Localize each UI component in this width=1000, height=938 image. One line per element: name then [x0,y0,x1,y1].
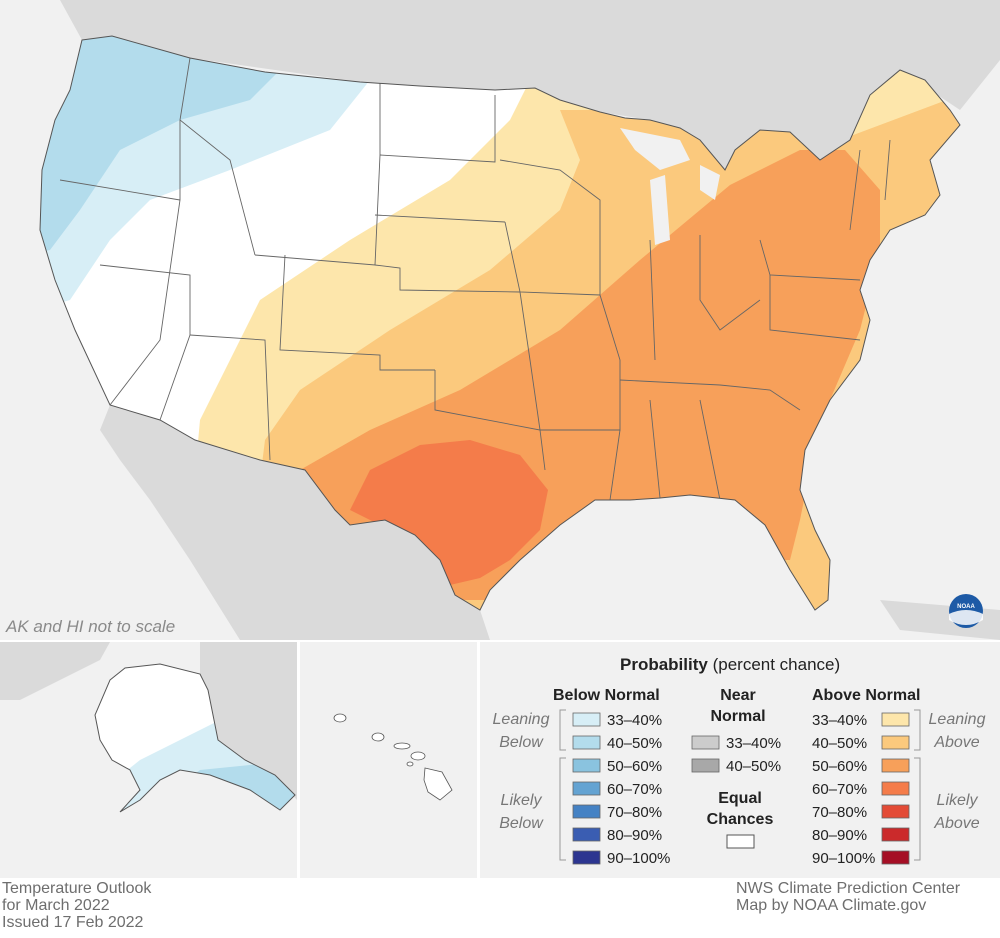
canada-land [0,0,1000,170]
likely-below-label-1: Likely [501,792,543,809]
above-normal-items: 33–40% 40–50% 50–60% 60–70% 70–80% 80–90% 90–1… [812,712,910,867]
below-normal-swatch [572,804,601,819]
above-normal-label: 70–80% [812,804,867,821]
footer-left: Temperature Outlook for March 2022 Issue… [2,880,151,931]
lake-huron [700,165,720,200]
legend-title: Probability (percent chance) [620,655,840,674]
alaska-outline [94,663,296,813]
below-normal-swatch [572,712,601,727]
below-normal-swatch [572,735,601,750]
below-normal-header: Below Normal [553,687,660,704]
above-normal-swatch [881,758,910,773]
likely-above-label-2: Above [933,815,979,832]
mexico-land [100,405,490,640]
leaning-below-label-2: Below [499,734,544,751]
scale-note: AK and HI not to scale [5,617,175,636]
above-normal-label: 40–50% [812,735,867,752]
below-normal-label: 80–90% [607,827,662,844]
legend-brackets [559,709,921,861]
noaa-logo-text: NOAA [957,604,975,610]
near-normal-swatch [691,735,720,750]
above-normal-label: 90–100% [812,850,875,867]
footer-credit-map: Map by NOAA Climate.gov [736,897,927,914]
noaa-logo: NOAA [949,594,983,628]
legend-title-bold: Probability [620,655,708,674]
below-normal-swatch [572,758,601,773]
above-normal-header: Above Normal [812,687,920,704]
below-normal-swatch [572,781,601,796]
lake-michigan [650,175,670,245]
lake-superior [620,128,690,170]
state-borders [59,57,891,501]
below-normal-swatch [572,850,601,865]
above-normal-swatch [881,735,910,750]
above-normal-label: 33–40% [812,712,867,729]
below-normal-label: 40–50% [607,735,662,752]
above-normal-swatch [881,712,910,727]
equal-chances-label-2: Chances [707,811,774,828]
footer-issued-date: Issued 17 Feb 2022 [2,914,144,931]
above-normal-swatch [881,804,910,819]
footer-outlook-title: Temperature Outlook [2,880,152,897]
below-normal-label: 50–60% [607,758,662,775]
near-normal-swatch [691,758,720,773]
legend-title-rest: (percent chance) [713,655,841,674]
footer-outlook-period: for March 2022 [2,897,110,914]
above-normal-swatch [881,850,910,865]
region-above-60-70 [350,440,548,585]
above-normal-label: 80–90% [812,827,867,844]
likely-below-label-2: Below [499,815,544,832]
above-normal-swatch [881,827,910,842]
hawaii-islands [333,713,453,801]
near-normal-label: 40–50% [726,758,781,775]
equal-chances-label-1: Equal [718,790,762,807]
above-normal-swatch [881,781,910,796]
below-normal-label: 60–70% [607,781,662,798]
below-normal-swatch [572,827,601,842]
footer-credit-cpc: NWS Climate Prediction Center [736,880,961,897]
near-normal-header-1: Near [720,687,756,704]
leaning-above-label-1: Leaning [929,711,986,728]
leaning-above-label-2: Above [933,734,979,751]
near-normal-header-2: Normal [710,708,765,725]
below-normal-items: 33–40% 40–50% 50–60% 60–70% 70–80% 80–90% 90–1… [572,712,670,867]
likely-above-label-1: Likely [937,792,979,809]
below-normal-label: 33–40% [607,712,662,729]
above-normal-label: 60–70% [812,781,867,798]
canada-inset-land [200,642,297,800]
below-normal-label: 90–100% [607,850,670,867]
hawaii-inset [300,642,477,878]
conus-outline [39,35,961,611]
leaning-below-label-1: Leaning [493,711,550,728]
equal-chances-swatch [726,834,755,849]
near-normal-label: 33–40% [726,735,781,752]
russia-inset-land [0,642,110,700]
footer-right: NWS Climate Prediction Center Map by NOA… [736,880,960,914]
near-normal-items: 33–40% 40–50% [691,735,781,775]
below-normal-label: 70–80% [607,804,662,821]
above-normal-label: 50–60% [812,758,867,775]
